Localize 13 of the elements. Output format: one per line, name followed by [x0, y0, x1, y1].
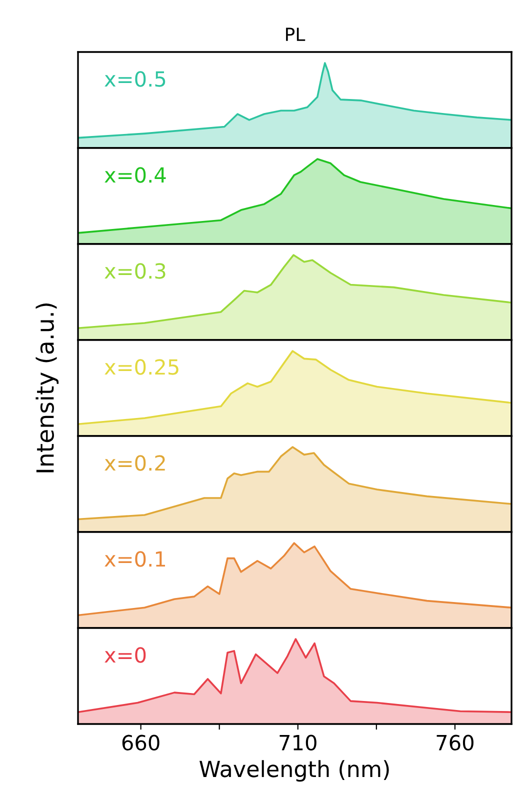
y-axis-title: Intensity (a.u.) — [36, 303, 59, 472]
x-tick-label: 710 — [280, 734, 316, 751]
text: x=0.5 — [104, 71, 166, 87]
x-axis-title: Wavelength (nm) — [200, 760, 389, 782]
series-label: x=0 — [104, 647, 146, 663]
chart-title: PL — [286, 28, 306, 41]
series-label: x=0.2 — [104, 455, 165, 471]
series-label: x=0.25 — [104, 359, 178, 375]
x-tick-label: 660 — [122, 734, 160, 751]
series-label: x=0.3 — [104, 263, 166, 279]
text: x=0.4 — [104, 167, 166, 183]
series-label: x=0.1 — [104, 551, 166, 567]
x-tick-label: 760 — [436, 734, 474, 751]
